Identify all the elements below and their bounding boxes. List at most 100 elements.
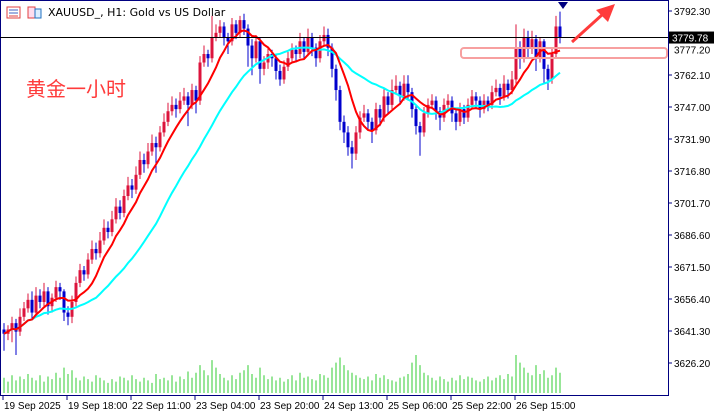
volume-bars <box>3 355 561 393</box>
price-axis[interactable]: 3792.30 3777.20 3762.10 3747.00 3731.90 3716.… <box>668 7 711 370</box>
time-axis[interactable]: 19 Sep 2025 19 Sep 18:00 22 Sep 11:00 23 Se… <box>2 395 576 412</box>
candle-bear <box>378 109 382 118</box>
candle-bull <box>34 295 38 313</box>
candle-bull <box>538 41 542 59</box>
candle-bear <box>346 132 350 148</box>
candle-bear <box>342 121 346 133</box>
candle-bear <box>406 83 410 93</box>
candle-bear <box>174 104 178 110</box>
candle-bear <box>278 70 282 80</box>
candle-bull <box>502 83 506 97</box>
candle-bull <box>214 32 218 38</box>
candle-bull <box>362 113 366 118</box>
candle-bull <box>146 151 150 165</box>
candle-bear <box>506 83 510 91</box>
candle-bear <box>326 34 330 48</box>
candle-bear <box>454 113 458 122</box>
price-tick-label: 3747.00 <box>674 103 711 114</box>
candle-bull <box>178 100 182 110</box>
candle-bull <box>18 316 22 332</box>
candle-bear <box>62 291 66 313</box>
candle-bear <box>398 85 402 97</box>
ma-fast-line <box>3 29 561 335</box>
candle-bull <box>402 83 406 97</box>
candle-bear <box>250 45 254 59</box>
current-price-label: 3779.78 <box>672 34 709 45</box>
candle-bear <box>294 49 298 55</box>
candle-bear <box>370 121 374 131</box>
candle-bear <box>486 100 490 105</box>
candle-bear <box>82 270 86 275</box>
candle-bull <box>78 270 82 283</box>
candle-bull <box>446 100 450 105</box>
candle-bear <box>450 100 454 114</box>
candle-bull <box>430 100 434 105</box>
candle-bear <box>46 291 50 307</box>
candle-bull <box>422 113 426 133</box>
candle-bear <box>542 41 546 69</box>
candle-bear <box>194 90 198 101</box>
price-tick-label: 3686.60 <box>674 231 711 242</box>
candle-bull <box>158 132 162 148</box>
current-price-tag <box>669 31 714 44</box>
candle-bull <box>74 282 78 302</box>
candle-bull <box>322 34 326 42</box>
candle-bear <box>526 37 530 48</box>
candle-bear <box>546 68 550 80</box>
price-tick-label: 3716.80 <box>674 167 711 178</box>
candle-bull <box>230 24 234 42</box>
candle-bull <box>550 54 554 80</box>
candle-bear <box>386 96 390 105</box>
candle-bear <box>334 68 338 91</box>
candle-bear <box>478 100 482 110</box>
time-tick-label: 22 Sep 11:00 <box>132 401 191 412</box>
time-tick-label: 23 Sep 20:00 <box>260 401 320 412</box>
candle-bear <box>414 109 418 127</box>
time-tick-label: 24 Sep 13:00 <box>324 401 384 412</box>
candle-bear <box>106 227 110 233</box>
candle-bull <box>90 248 94 260</box>
chart-list-icon[interactable] <box>6 6 21 19</box>
candle-bull <box>482 100 486 110</box>
chart-title: XAUUSD_, H1: Gold vs US Dollar <box>48 6 226 19</box>
time-tick-label: 25 Sep 22:00 <box>452 401 512 412</box>
candle-bull <box>126 185 130 197</box>
time-tick-label: 25 Sep 06:00 <box>388 401 448 412</box>
candle-bull <box>354 132 358 154</box>
candle-bear <box>206 54 210 59</box>
candle-bull <box>554 26 558 55</box>
candle-bull <box>262 62 266 69</box>
candle-bull <box>514 47 518 80</box>
candle-bull <box>102 227 106 241</box>
annotation-text: 黄金一小时 <box>26 77 126 101</box>
candle-bull <box>494 87 498 93</box>
candle-bear <box>226 37 230 42</box>
candle-bull <box>382 96 386 118</box>
candles <box>2 11 562 355</box>
candle-bull <box>306 37 310 52</box>
plot-frame <box>0 0 669 396</box>
candle-bull <box>358 117 362 133</box>
candle-bull <box>170 104 174 112</box>
candle-bear <box>518 47 522 59</box>
candle-bear <box>66 312 70 317</box>
candle-bear <box>434 100 438 112</box>
price-tick-label: 3762.10 <box>674 71 711 82</box>
arrow-icon <box>570 4 615 44</box>
price-tick-label: 3777.20 <box>674 46 711 57</box>
candle-bear <box>258 41 262 69</box>
candle-bull <box>290 49 294 59</box>
candle-bull <box>198 62 202 101</box>
price-tick-label: 3671.50 <box>674 263 711 274</box>
candle-bear <box>130 185 134 190</box>
chart-properties-icon[interactable] <box>27 6 42 19</box>
candle-bear <box>30 299 34 313</box>
candle-bear <box>462 109 466 118</box>
candle-bear <box>338 90 342 122</box>
candle-bear <box>366 113 370 122</box>
time-tick-label: 26 Sep 15:00 <box>516 401 576 412</box>
candle-bear <box>14 323 18 332</box>
candle-bull <box>138 159 142 175</box>
candle-bull <box>490 92 494 105</box>
